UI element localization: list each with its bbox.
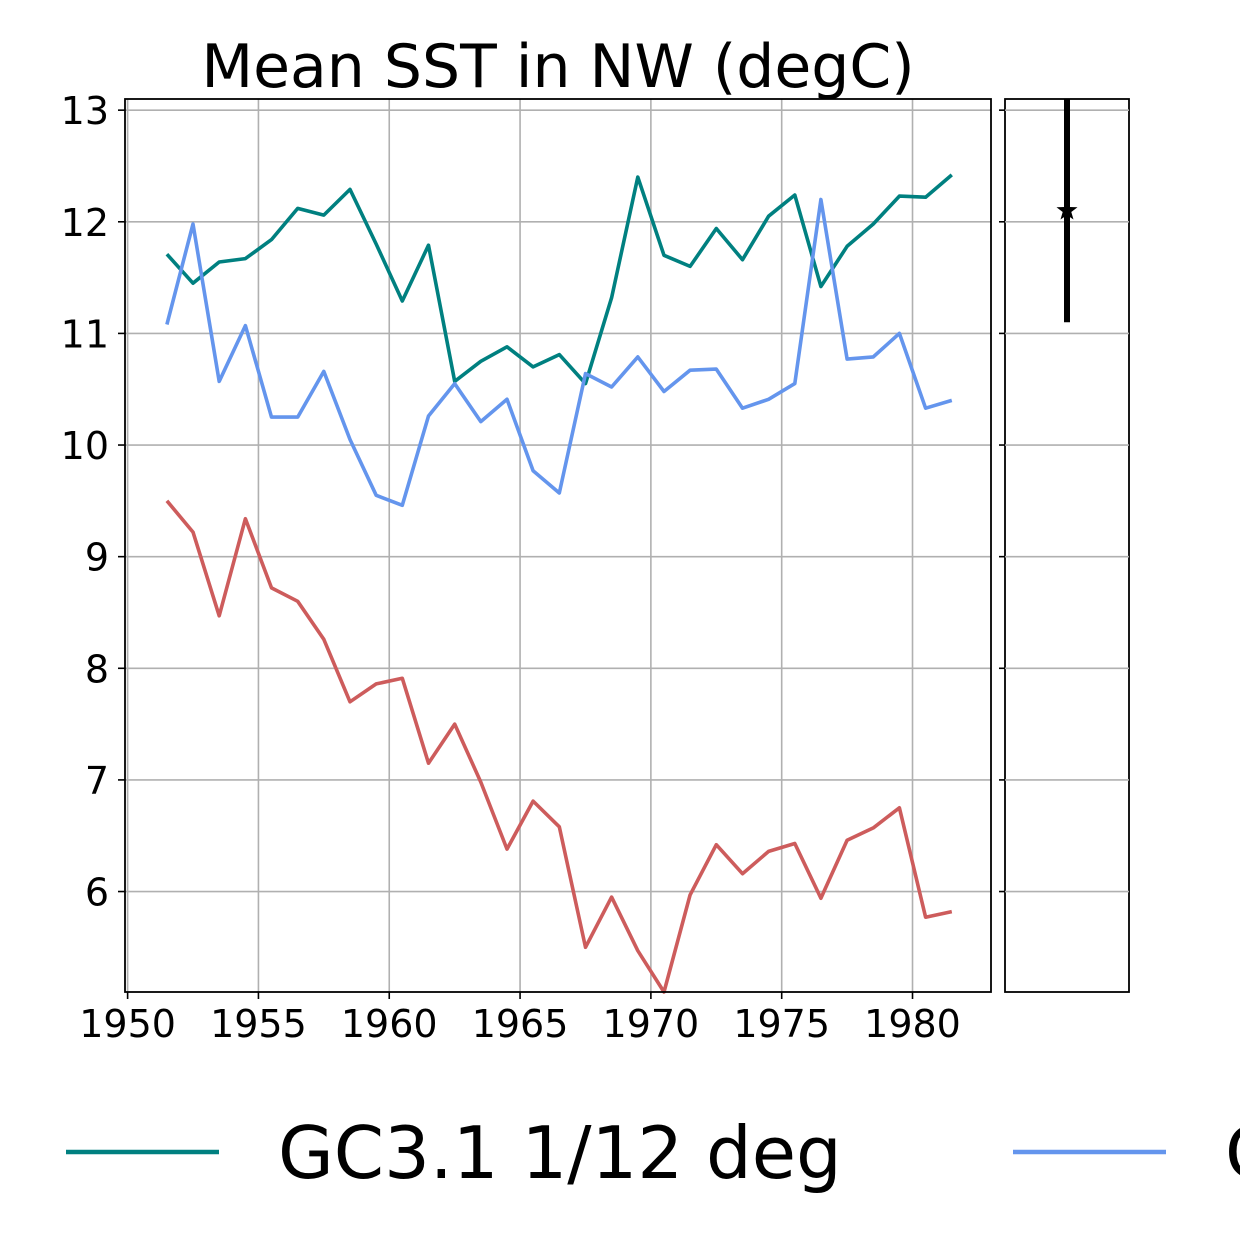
- side-panel: [999, 98, 1130, 993]
- x-tick-label: 1980: [864, 1002, 961, 1046]
- legend: GC3.1 1/12 deg G: [66, 1111, 1240, 1195]
- y-tick-label: 13: [61, 89, 109, 133]
- y-tick-label: 11: [61, 312, 109, 356]
- x-tick-label: 1950: [79, 1002, 176, 1046]
- x-tick-label: 1970: [603, 1002, 700, 1046]
- series-line-2: [165, 499, 953, 994]
- y-tick-label: 10: [61, 424, 109, 468]
- series-lines: [165, 173, 953, 994]
- y-tick-label: 7: [85, 759, 109, 803]
- series-line-0: [165, 173, 953, 386]
- y-tick-label: 9: [85, 536, 109, 580]
- chart-title: Mean SST in NW (degC): [201, 32, 914, 102]
- x-tick-label: 1965: [472, 1002, 569, 1046]
- y-tick-label: 8: [85, 647, 109, 691]
- x-tick-label: 1975: [733, 1002, 830, 1046]
- legend-label-1: G: [1225, 1111, 1240, 1195]
- y-tick-label: 12: [61, 201, 109, 245]
- series-line-1: [165, 197, 953, 508]
- legend-label-0: GC3.1 1/12 deg: [278, 1111, 842, 1195]
- y-tick-label: 6: [85, 871, 109, 915]
- axis-ticks: 1950 1955 1960 1965 1970 1975 1980 6 7 8 9 10 11 12 13: [61, 89, 961, 1046]
- mean-star-marker: [1056, 199, 1078, 220]
- x-tick-label: 1955: [210, 1002, 307, 1046]
- plot-frame: [124, 98, 992, 993]
- x-tick-label: 1960: [341, 1002, 438, 1046]
- grid: [125, 99, 991, 992]
